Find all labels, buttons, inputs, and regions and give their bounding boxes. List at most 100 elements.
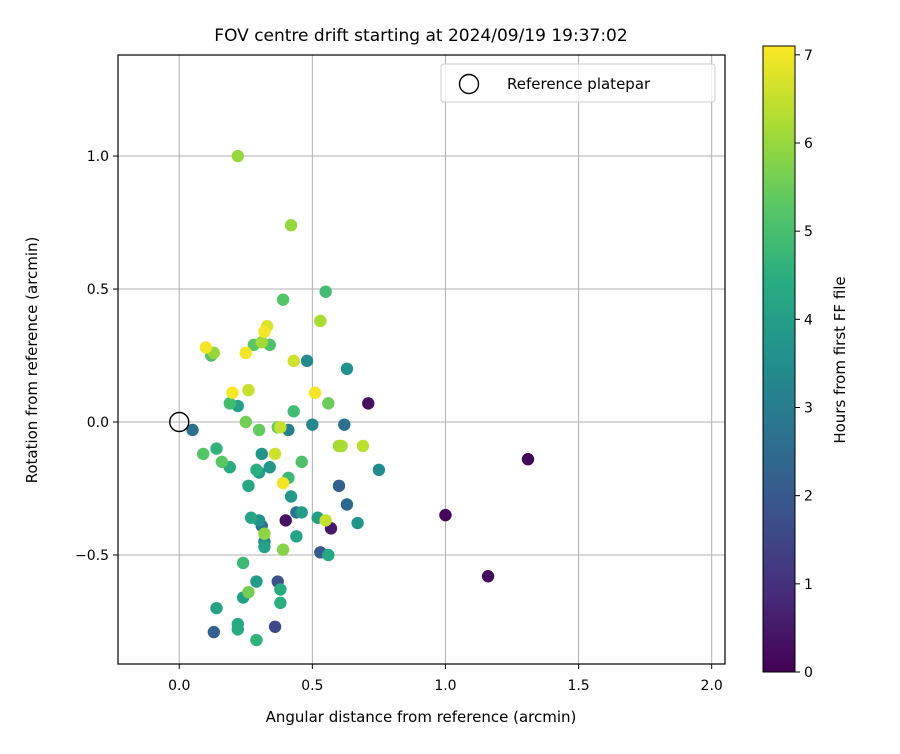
colorbar-ticks: 0 1 2 3 4 5 6 7 <box>795 48 813 681</box>
data-point <box>295 506 308 519</box>
x-tick-label: 2.0 <box>701 678 723 694</box>
colorbar-tick-label: 6 <box>804 136 813 152</box>
data-point <box>242 479 255 493</box>
data-point <box>268 447 282 461</box>
data-point <box>340 362 354 376</box>
data-point <box>319 285 332 298</box>
data-point <box>314 314 327 328</box>
data-point <box>258 540 271 554</box>
data-point <box>279 514 292 527</box>
data-point <box>255 336 268 349</box>
data-point <box>372 463 386 477</box>
reference-platepar-marker <box>169 411 190 433</box>
data-point <box>319 514 332 527</box>
x-tick-label: 0.5 <box>301 678 323 694</box>
data-point <box>239 415 252 429</box>
colorbar-tick-label: 2 <box>804 489 813 505</box>
colorbar-frame <box>762 45 796 673</box>
colorbar-tick-label: 1 <box>804 577 813 593</box>
data-point <box>252 423 266 437</box>
data-point <box>481 570 495 583</box>
data-point <box>231 149 245 163</box>
y-tick-label: 0.0 <box>87 415 109 431</box>
x-axis-ticks: 0.0 0.5 1.0 1.5 2.0 <box>168 664 723 694</box>
data-point <box>258 325 271 338</box>
data-point <box>295 455 308 469</box>
data-point <box>306 418 319 431</box>
data-point <box>236 556 250 570</box>
data-point <box>290 530 303 543</box>
data-point <box>268 620 282 633</box>
chart-title: FOV centre drift starting at 2024/09/19 … <box>214 26 627 46</box>
legend-box <box>440 63 716 103</box>
x-tick-label: 1.0 <box>434 678 456 694</box>
data-point <box>276 543 290 556</box>
data-point <box>258 527 271 540</box>
legend-marker-reference <box>458 73 480 95</box>
data-point <box>231 623 245 636</box>
colorbar-tick-label: 0 <box>804 665 813 681</box>
x-axis-label: Angular distance from reference (arcmin) <box>266 708 577 726</box>
data-point <box>186 423 199 437</box>
data-point <box>274 596 287 610</box>
data-point <box>276 293 290 306</box>
data-point <box>284 490 298 503</box>
data-point <box>356 439 370 453</box>
data-point <box>276 476 290 490</box>
data-point <box>439 508 452 522</box>
plot-frame <box>117 54 726 665</box>
grid <box>118 55 725 664</box>
data-point <box>308 386 322 399</box>
data-point <box>274 421 287 434</box>
data-point <box>335 439 348 453</box>
colorbar <box>763 46 795 672</box>
data-point <box>338 418 351 431</box>
data-point <box>351 516 364 530</box>
data-point <box>322 397 335 410</box>
data-point <box>250 463 263 477</box>
data-point <box>199 341 213 354</box>
y-axis-label: Rotation from reference (arcmin) <box>23 237 41 484</box>
legend-label-reference: Reference platepar <box>507 75 651 93</box>
data-point <box>242 383 255 397</box>
scatter-points <box>186 149 535 647</box>
colorbar-tick-label: 5 <box>804 224 813 240</box>
colorbar-tick-label: 4 <box>804 312 813 328</box>
data-point <box>332 479 346 493</box>
data-point <box>215 455 229 469</box>
data-point <box>223 397 237 410</box>
x-tick-label: 0.0 <box>168 678 190 694</box>
data-point <box>242 585 255 599</box>
data-point <box>196 447 210 461</box>
data-point <box>287 354 300 368</box>
colorbar-tick-label: 3 <box>804 400 813 416</box>
y-tick-label: −0.5 <box>75 548 109 564</box>
data-point <box>284 219 298 232</box>
data-point <box>300 354 314 368</box>
y-tick-label: 1.0 <box>87 149 109 165</box>
data-point <box>255 447 268 461</box>
reference-marker <box>169 411 190 433</box>
colorbar-tick-label: 7 <box>804 48 813 64</box>
data-point <box>274 583 287 596</box>
data-point <box>250 633 263 647</box>
data-point <box>322 548 335 562</box>
y-axis-ticks: −0.5 0.0 0.5 1.0 <box>75 149 118 564</box>
data-point <box>340 498 354 511</box>
data-point <box>244 511 258 524</box>
y-tick-label: 0.5 <box>87 282 109 298</box>
data-point <box>287 405 300 418</box>
data-point <box>239 346 252 360</box>
data-point <box>250 575 263 588</box>
x-tick-label: 1.5 <box>567 678 589 694</box>
data-point <box>210 601 223 615</box>
colorbar-label: Hours from first FF file <box>831 276 849 443</box>
data-point <box>263 461 276 474</box>
data-point <box>226 386 239 399</box>
legend: Reference platepar <box>440 63 716 103</box>
data-point <box>210 442 223 455</box>
data-point <box>521 453 535 466</box>
data-point <box>362 397 375 410</box>
